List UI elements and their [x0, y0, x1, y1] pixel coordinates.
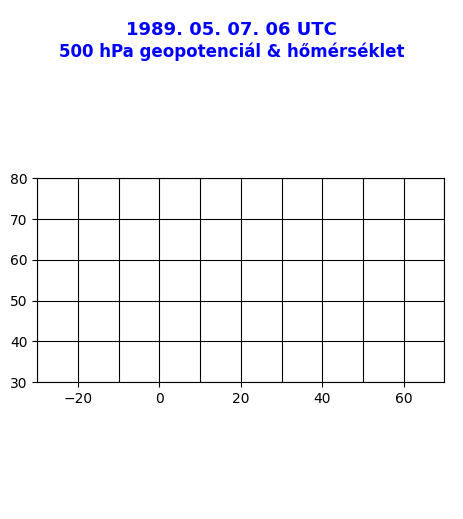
Text: 500 hPa geopotenciál & hőmérséklet: 500 hPa geopotenciál & hőmérséklet: [59, 43, 404, 61]
Text: 1989. 05. 07. 06 UTC: 1989. 05. 07. 06 UTC: [126, 21, 337, 39]
